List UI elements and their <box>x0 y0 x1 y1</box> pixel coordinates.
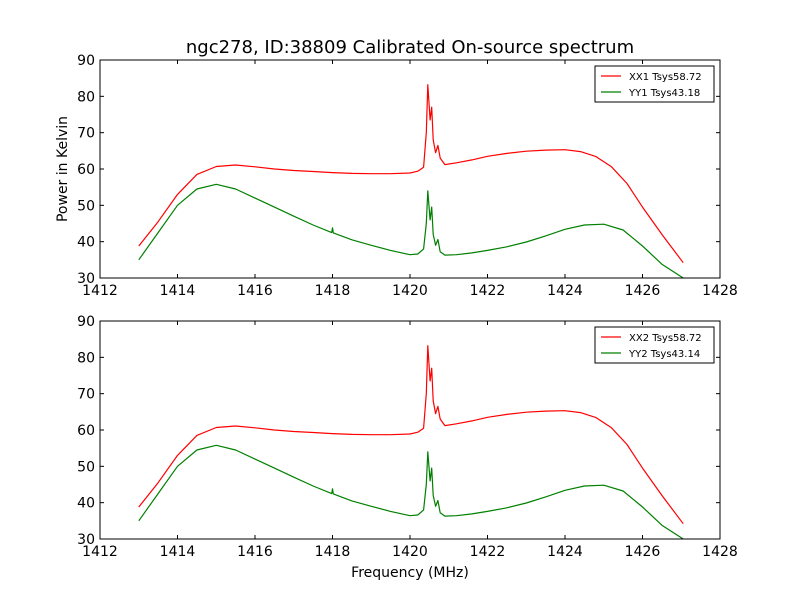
y-axis-label: Power in Kelvin <box>55 116 71 222</box>
y-tick-label: 50 <box>77 198 95 214</box>
x-tick-label: 1414 <box>160 544 196 560</box>
legend: XX1 Tsys58.72 YY1 Tsys43.18 <box>594 65 715 103</box>
y-tick-label: 70 <box>77 387 95 403</box>
series-line-2 <box>138 444 684 539</box>
x-tick-label: 1418 <box>315 544 351 560</box>
series-line-2 <box>138 183 684 278</box>
y-tick-label: 30 <box>77 532 95 548</box>
x-tick-label: 1414 <box>160 283 196 299</box>
y-tick-label: 80 <box>77 350 95 366</box>
y-tick-label: 30 <box>77 271 95 287</box>
x-tick-label: 1426 <box>625 283 661 299</box>
x-tick-label: 1418 <box>315 283 351 299</box>
chart-title: ngc278, ID:38809 Calibrated On-source sp… <box>186 37 634 58</box>
y-tick-label: 80 <box>77 89 95 105</box>
x-tick-label: 1420 <box>392 283 428 299</box>
x-tick-label: 1424 <box>547 544 583 560</box>
x-tick-label: 1416 <box>237 283 273 299</box>
y-tick-label: 40 <box>77 496 95 512</box>
legend: XX2 Tsys58.72 YY2 Tsys43.14 <box>594 326 715 364</box>
x-tick-label: 1422 <box>470 544 506 560</box>
subplot-1: 1412 1414 1416 1418 1420 1422 1424 1426 1428 30 40… <box>77 53 738 299</box>
x-tick-label: 1412 <box>82 283 118 299</box>
y-tick-label: 90 <box>77 53 95 69</box>
y-tick-label: 60 <box>77 423 95 439</box>
x-tick-label: 1412 <box>82 544 118 560</box>
legend-box <box>594 65 715 103</box>
legend-label-1: XX1 Tsys58.72 <box>629 72 702 83</box>
legend-label-2: YY1 Tsys43.18 <box>628 88 700 99</box>
y-tick-label: 60 <box>77 162 95 178</box>
legend-label-2: YY2 Tsys43.14 <box>628 349 700 360</box>
subplot-2: 1412 1414 1416 1418 1420 1422 1424 1426 1428 30 40… <box>77 314 738 560</box>
series-lines <box>138 345 684 539</box>
y-tick-label: 70 <box>77 126 95 142</box>
x-tick-label: 1426 <box>625 544 661 560</box>
y-tick-label: 90 <box>77 314 95 330</box>
x-tick-label: 1422 <box>470 283 506 299</box>
y-tick-label: 40 <box>77 235 95 251</box>
x-axis-label: Frequency (MHz) <box>351 565 469 581</box>
subplots: 1412 1414 1416 1418 1420 1422 1424 1426 1428 30 40… <box>77 53 738 560</box>
legend-label-1: XX2 Tsys58.72 <box>629 333 702 344</box>
x-tick-label: 1428 <box>702 544 738 560</box>
x-tick-label: 1424 <box>547 283 583 299</box>
x-tick-label: 1416 <box>237 544 273 560</box>
series-lines <box>138 84 684 278</box>
x-tick-label: 1420 <box>392 544 428 560</box>
x-tick-label: 1428 <box>702 283 738 299</box>
y-tick-label: 50 <box>77 459 95 475</box>
series-line-1 <box>138 84 684 264</box>
series-line-1 <box>138 345 684 525</box>
legend-box <box>594 326 715 364</box>
